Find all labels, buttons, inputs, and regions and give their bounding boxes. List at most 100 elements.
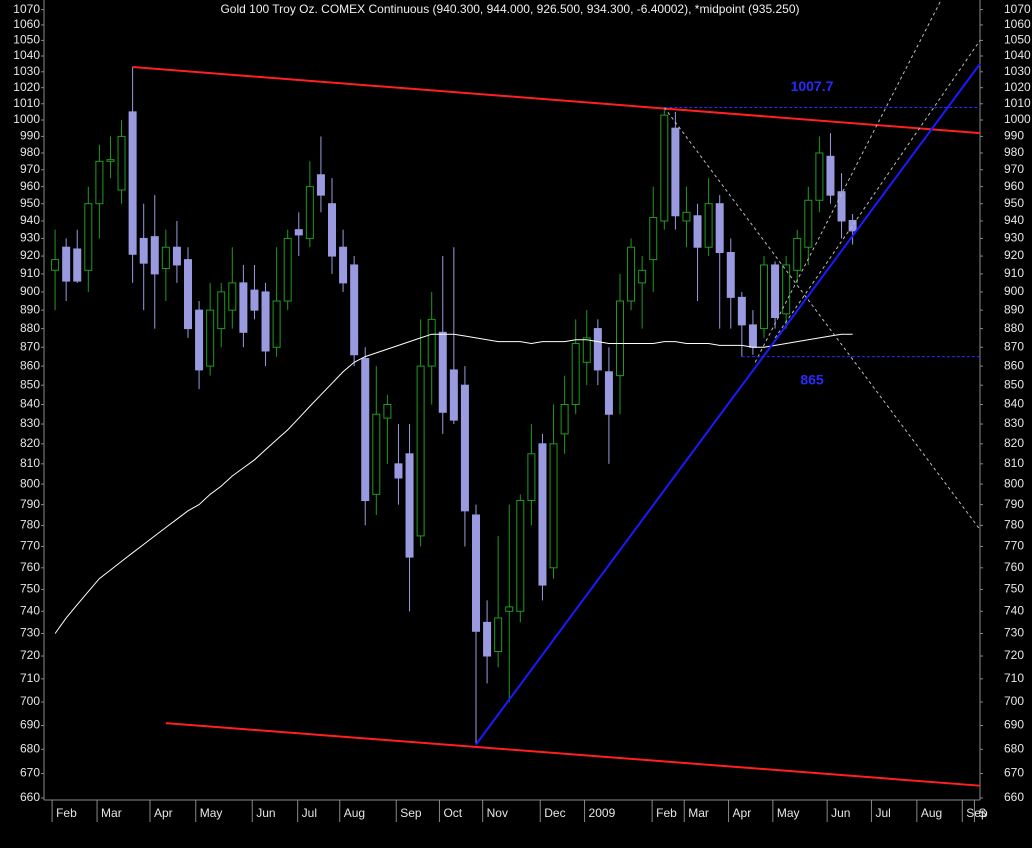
- candle-body: [350, 264, 359, 356]
- candle-body: [283, 237, 292, 302]
- y-tick-label-right: 750: [1004, 582, 1024, 596]
- y-tick-label-right: 1060: [1004, 17, 1031, 31]
- y-tick-label-right: 660: [1004, 790, 1024, 804]
- y-tick-label: 720: [20, 648, 40, 662]
- candle-body: [472, 514, 480, 632]
- y-tick-label-right: 720: [1004, 648, 1024, 662]
- y-tick-label-right: 1040: [1004, 48, 1031, 62]
- y-tick-label: 1040: [13, 48, 40, 62]
- y-tick-label-right: 880: [1004, 321, 1024, 335]
- candle-body: [737, 296, 746, 326]
- y-tick-label: 770: [20, 539, 40, 553]
- candle-body: [516, 500, 525, 612]
- candle-body: [560, 403, 569, 435]
- y-tick-label: 1060: [13, 17, 40, 31]
- price-level-label: 865: [800, 371, 824, 387]
- y-tick-label: 760: [20, 560, 40, 574]
- candle-body: [150, 236, 159, 275]
- y-tick-label-right: 850: [1004, 377, 1024, 391]
- price-level-label: 1007.7: [791, 78, 834, 94]
- y-tick-label: 880: [20, 321, 40, 335]
- y-tick-label-right: 970: [1004, 162, 1024, 176]
- y-tick-label-right: 930: [1004, 231, 1024, 245]
- y-tick-label-right: 830: [1004, 416, 1024, 430]
- y-tick-label-right: 1010: [1004, 96, 1031, 110]
- x-tick-label: Feb: [656, 806, 677, 820]
- y-tick-label: 820: [20, 436, 40, 450]
- y-tick-label: 830: [20, 416, 40, 430]
- y-tick-label-right: 900: [1004, 284, 1024, 298]
- x-tick-label: Sep: [400, 806, 422, 820]
- candle-body: [582, 337, 591, 363]
- y-tick-label: 730: [20, 626, 40, 640]
- y-tick-label: 1050: [13, 33, 40, 47]
- x-tick-label: Sep: [966, 806, 988, 820]
- candle-body: [206, 309, 215, 367]
- y-tick-label: 800: [20, 476, 40, 490]
- y-tick-label: 670: [20, 766, 40, 780]
- x-tick-label: Feb: [56, 806, 77, 820]
- y-tick-label-right: 730: [1004, 626, 1024, 640]
- candle-body: [571, 342, 580, 405]
- y-tick-label: 900: [20, 284, 40, 298]
- y-tick-label: 780: [20, 518, 40, 532]
- chart-title: Gold 100 Troy Oz. COMEX Continuous (940.…: [220, 2, 799, 16]
- candle-body: [604, 371, 613, 415]
- candle-body: [837, 191, 846, 222]
- candle-body: [261, 291, 270, 352]
- candle-body: [505, 606, 514, 612]
- y-tick-label-right: 740: [1004, 603, 1024, 617]
- candle-body: [416, 365, 425, 537]
- candle-body: [483, 621, 492, 657]
- candle-body: [305, 186, 314, 239]
- x-tick-label: 2009: [589, 806, 616, 820]
- candle-body: [494, 617, 503, 652]
- y-tick-label-right: 1070: [1004, 2, 1031, 16]
- x-tick-label: Nov: [487, 806, 508, 820]
- y-tick-label-right: 1000: [1004, 112, 1031, 126]
- moving-average: [54, 333, 853, 634]
- candle-body: [782, 264, 791, 315]
- y-tick-label: 990: [20, 129, 40, 143]
- candle-body: [394, 463, 403, 479]
- y-tick-label: 850: [20, 377, 40, 391]
- y-tick-label: 810: [20, 456, 40, 470]
- y-tick-label: 690: [20, 718, 40, 732]
- candle-body: [438, 331, 447, 413]
- y-tick-label: 840: [20, 397, 40, 411]
- y-tick-label-right: 840: [1004, 397, 1024, 411]
- candle-body: [139, 237, 148, 264]
- candle-body: [848, 219, 857, 232]
- y-tick-label-right: 890: [1004, 302, 1024, 316]
- y-tick-label: 710: [20, 671, 40, 685]
- candle-body: [172, 246, 181, 266]
- y-tick-label-right: 690: [1004, 718, 1024, 732]
- candle-body: [693, 215, 702, 248]
- y-tick-label: 860: [20, 358, 40, 372]
- y-tick-label: 1020: [13, 80, 40, 94]
- candle-body: [704, 203, 713, 248]
- y-tick-label-right: 760: [1004, 560, 1024, 574]
- x-tick-label: Oct: [443, 806, 462, 820]
- x-tick-label: Jun: [256, 806, 275, 820]
- y-tick-label: 930: [20, 231, 40, 245]
- candle-body: [627, 246, 636, 302]
- x-tick-label: Jun: [831, 806, 850, 820]
- candle-body: [593, 328, 602, 371]
- y-tick-label-right: 800: [1004, 476, 1024, 490]
- candle-body: [184, 259, 192, 330]
- y-tick-label-right: 870: [1004, 339, 1024, 353]
- candle-body: [272, 300, 281, 348]
- candle-body: [682, 211, 691, 222]
- y-tick-label-right: 710: [1004, 671, 1024, 685]
- y-tick-label-right: 950: [1004, 196, 1024, 210]
- x-tick-label: May: [777, 806, 800, 820]
- x-tick-label: Jul: [875, 806, 890, 820]
- candle-body: [328, 203, 336, 257]
- trendline: [754, 1, 941, 363]
- candle-body: [771, 264, 780, 319]
- y-tick-label-right: 770: [1004, 539, 1024, 553]
